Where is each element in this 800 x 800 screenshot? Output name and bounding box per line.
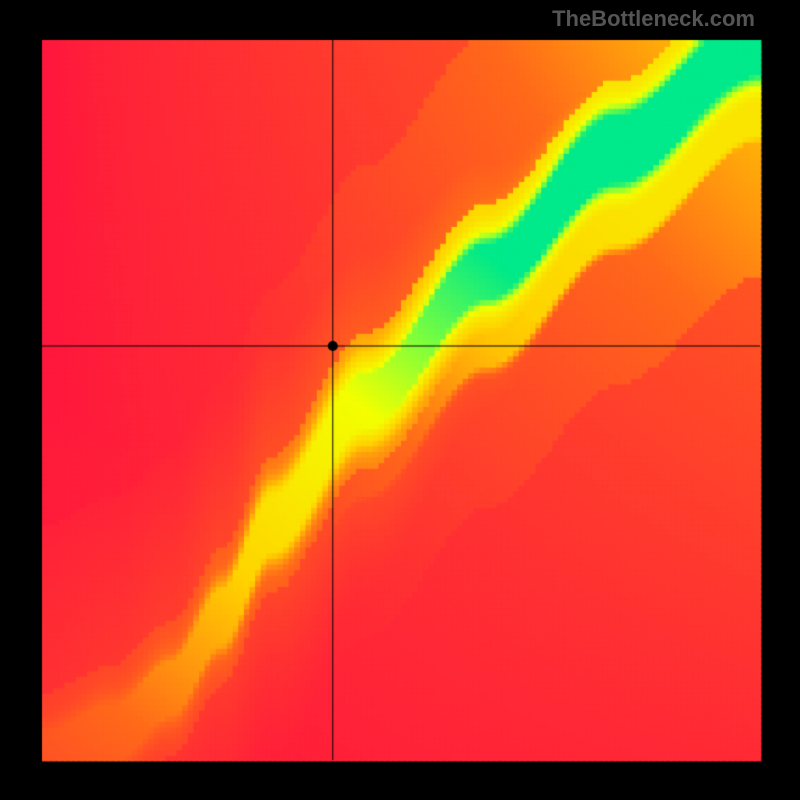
bottleneck-heatmap xyxy=(0,0,800,800)
watermark-text: TheBottleneck.com xyxy=(552,6,755,32)
